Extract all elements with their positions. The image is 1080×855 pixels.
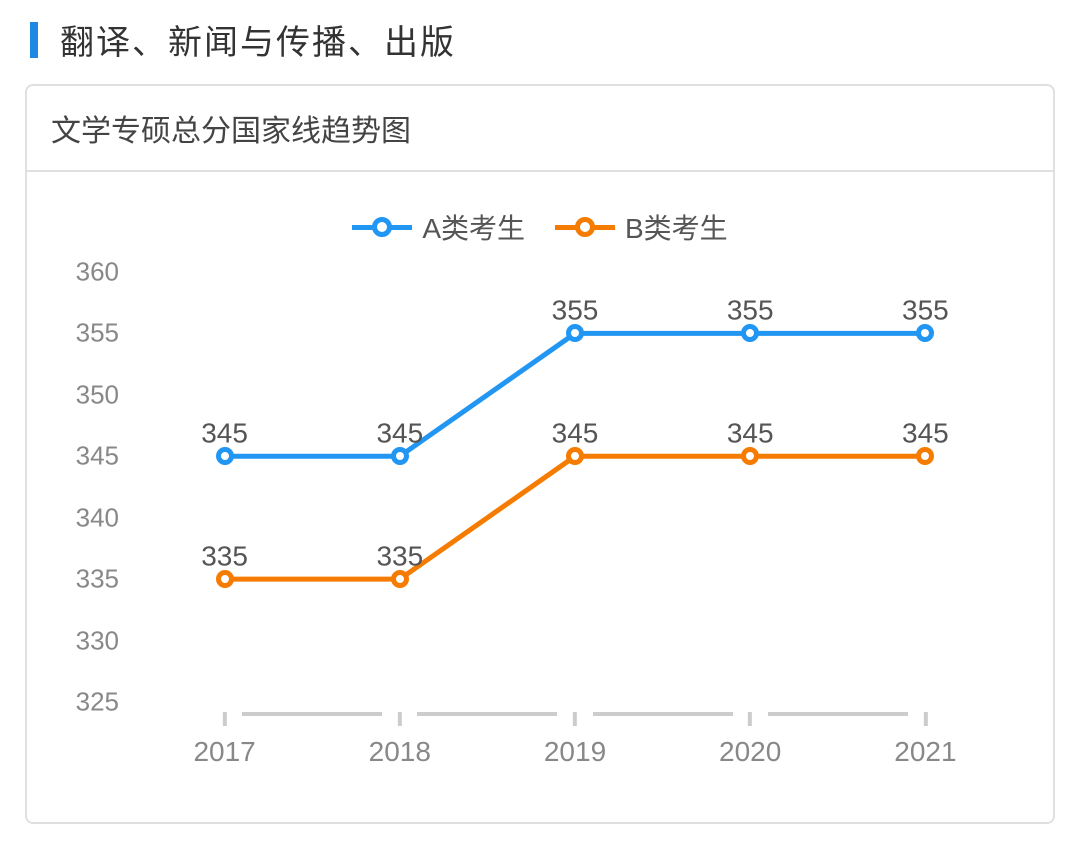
data-label: 335 <box>376 541 423 573</box>
data-marker <box>741 447 759 465</box>
data-marker <box>391 447 409 465</box>
data-marker <box>916 447 934 465</box>
y-tick: 330 <box>76 625 119 656</box>
x-tick-label: 2019 <box>544 736 606 768</box>
y-tick: 360 <box>76 257 119 288</box>
plot-area: 325330335340345350355360 345345355355355… <box>137 272 1013 702</box>
data-label: 345 <box>552 418 599 450</box>
data-label: 345 <box>376 418 423 450</box>
legend-marker-1 <box>555 217 615 237</box>
x-tick: 2017 <box>193 712 255 768</box>
y-tick: 325 <box>76 687 119 718</box>
x-tick-mark <box>923 712 927 726</box>
data-marker <box>391 570 409 588</box>
legend-item-0: A类考生 <box>352 207 525 247</box>
x-axis-segment <box>417 712 557 716</box>
x-axis-segment <box>242 712 382 716</box>
legend: A类考生 B类考生 <box>57 207 1023 247</box>
y-tick: 340 <box>76 502 119 533</box>
legend-label-0: A类考生 <box>422 207 525 247</box>
x-axis-segment <box>768 712 908 716</box>
x-tick: 2018 <box>369 712 431 768</box>
x-tick-label: 2017 <box>193 736 255 768</box>
chart-body: A类考生 B类考生 325 330 335 340 345 350 355 360 345 345… <box>27 172 1053 824</box>
data-label: 345 <box>201 418 248 450</box>
y-axis: 325330335340345350355360 <box>57 272 127 702</box>
chart-title: 文学专硕总分国家线趋势图 <box>27 86 1053 172</box>
data-marker <box>741 324 759 342</box>
data-marker <box>566 447 584 465</box>
chart-card: 文学专硕总分国家线趋势图 A类考生 B类考生 325 330 335 340 345 350… <box>25 84 1055 824</box>
y-tick: 335 <box>76 564 119 595</box>
data-label: 355 <box>902 295 949 327</box>
x-tick-mark <box>573 712 577 726</box>
data-label: 345 <box>727 418 774 450</box>
y-tick: 355 <box>76 318 119 349</box>
data-marker <box>216 570 234 588</box>
x-tick-mark <box>748 712 752 726</box>
legend-item-1: B类考生 <box>555 207 728 247</box>
x-tick: 2020 <box>719 712 781 768</box>
x-tick: 2019 <box>544 712 606 768</box>
x-axis: 2017 2018 2019 2020 2021 <box>137 712 1013 782</box>
series-line-1 <box>225 456 926 579</box>
title-accent-bar <box>30 22 38 58</box>
data-marker <box>216 447 234 465</box>
data-label: 345 <box>902 418 949 450</box>
x-tick-label: 2018 <box>369 736 431 768</box>
x-tick-label: 2020 <box>719 736 781 768</box>
x-axis-segment <box>593 712 733 716</box>
x-tick-label: 2021 <box>894 736 956 768</box>
data-marker <box>566 324 584 342</box>
legend-marker-0 <box>352 217 412 237</box>
y-tick: 345 <box>76 441 119 472</box>
page-title: 翻译、新闻与传播、出版 <box>60 15 456 64</box>
legend-label-1: B类考生 <box>625 207 728 247</box>
page-title-row: 翻译、新闻与传播、出版 <box>25 15 1055 64</box>
data-label: 335 <box>201 541 248 573</box>
x-tick: 2021 <box>894 712 956 768</box>
y-tick: 350 <box>76 379 119 410</box>
data-label: 355 <box>552 295 599 327</box>
x-tick-mark <box>223 712 227 726</box>
data-marker <box>916 324 934 342</box>
data-label: 355 <box>727 295 774 327</box>
x-tick-mark <box>398 712 402 726</box>
